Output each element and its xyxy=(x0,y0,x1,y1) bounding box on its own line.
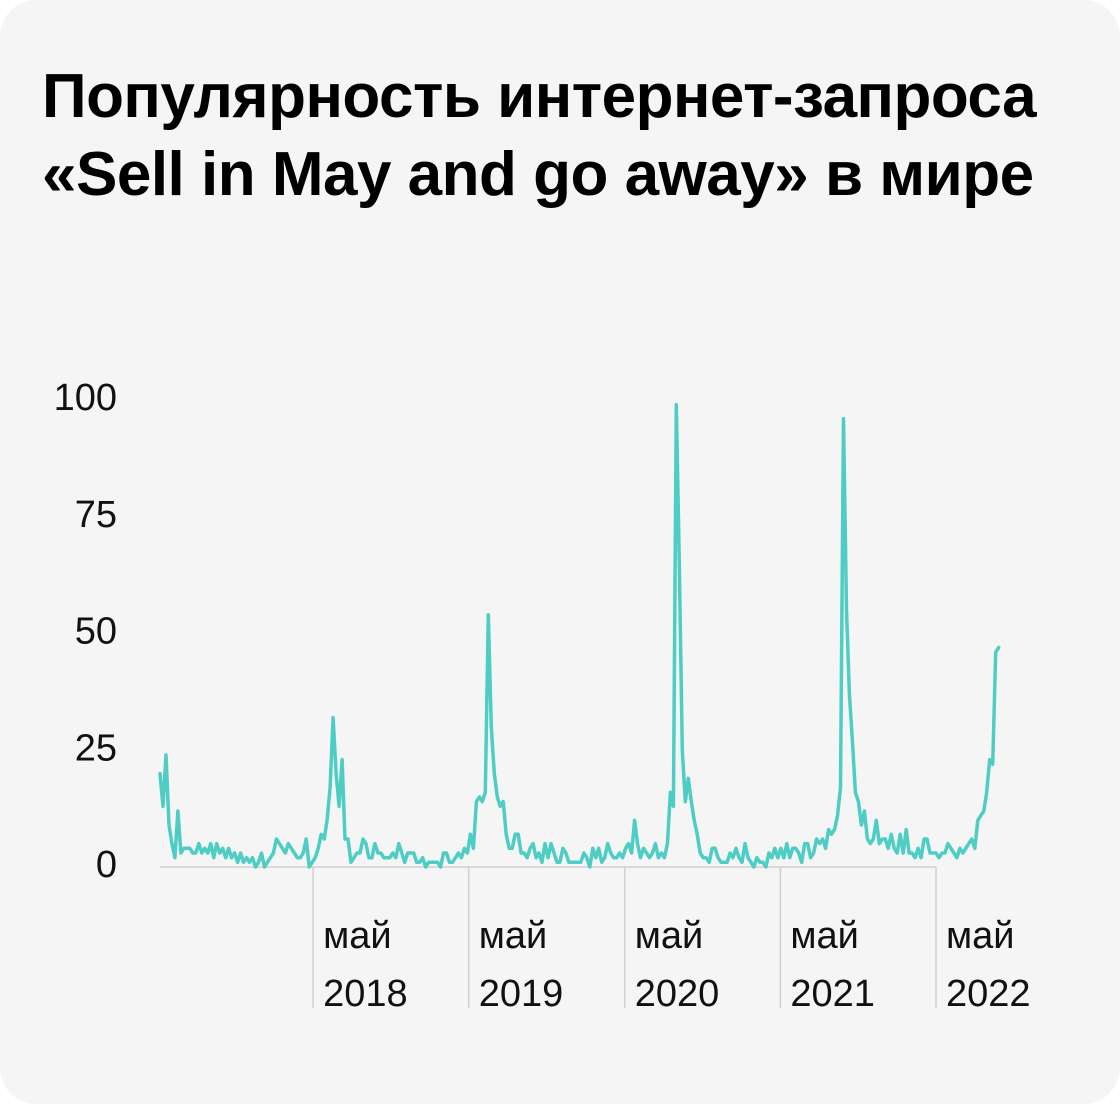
x-tick-label-year: 2022 xyxy=(946,973,1031,1015)
x-tick-label-year: 2020 xyxy=(635,973,720,1015)
series-line xyxy=(158,402,1001,869)
x-tick-label-month: май xyxy=(323,915,392,957)
x-tick-label-month: май xyxy=(790,915,859,957)
x-tick-label-month: май xyxy=(635,915,704,957)
x-tick-label-month: май xyxy=(946,915,1015,957)
y-tick-label: 100 xyxy=(54,377,117,419)
x-tick-label-year: 2021 xyxy=(790,973,875,1015)
x-tick-label-month: май xyxy=(479,915,548,957)
x-tick-label-year: 2019 xyxy=(479,973,564,1015)
x-tick-label-year: 2018 xyxy=(323,973,408,1015)
y-tick-label: 25 xyxy=(75,727,117,769)
y-tick-label: 75 xyxy=(75,494,117,536)
chart-title: Популярность интернет-запроса «Sell in M… xyxy=(42,62,1037,209)
y-tick-label: 0 xyxy=(96,844,117,886)
y-tick-label: 50 xyxy=(75,611,117,653)
